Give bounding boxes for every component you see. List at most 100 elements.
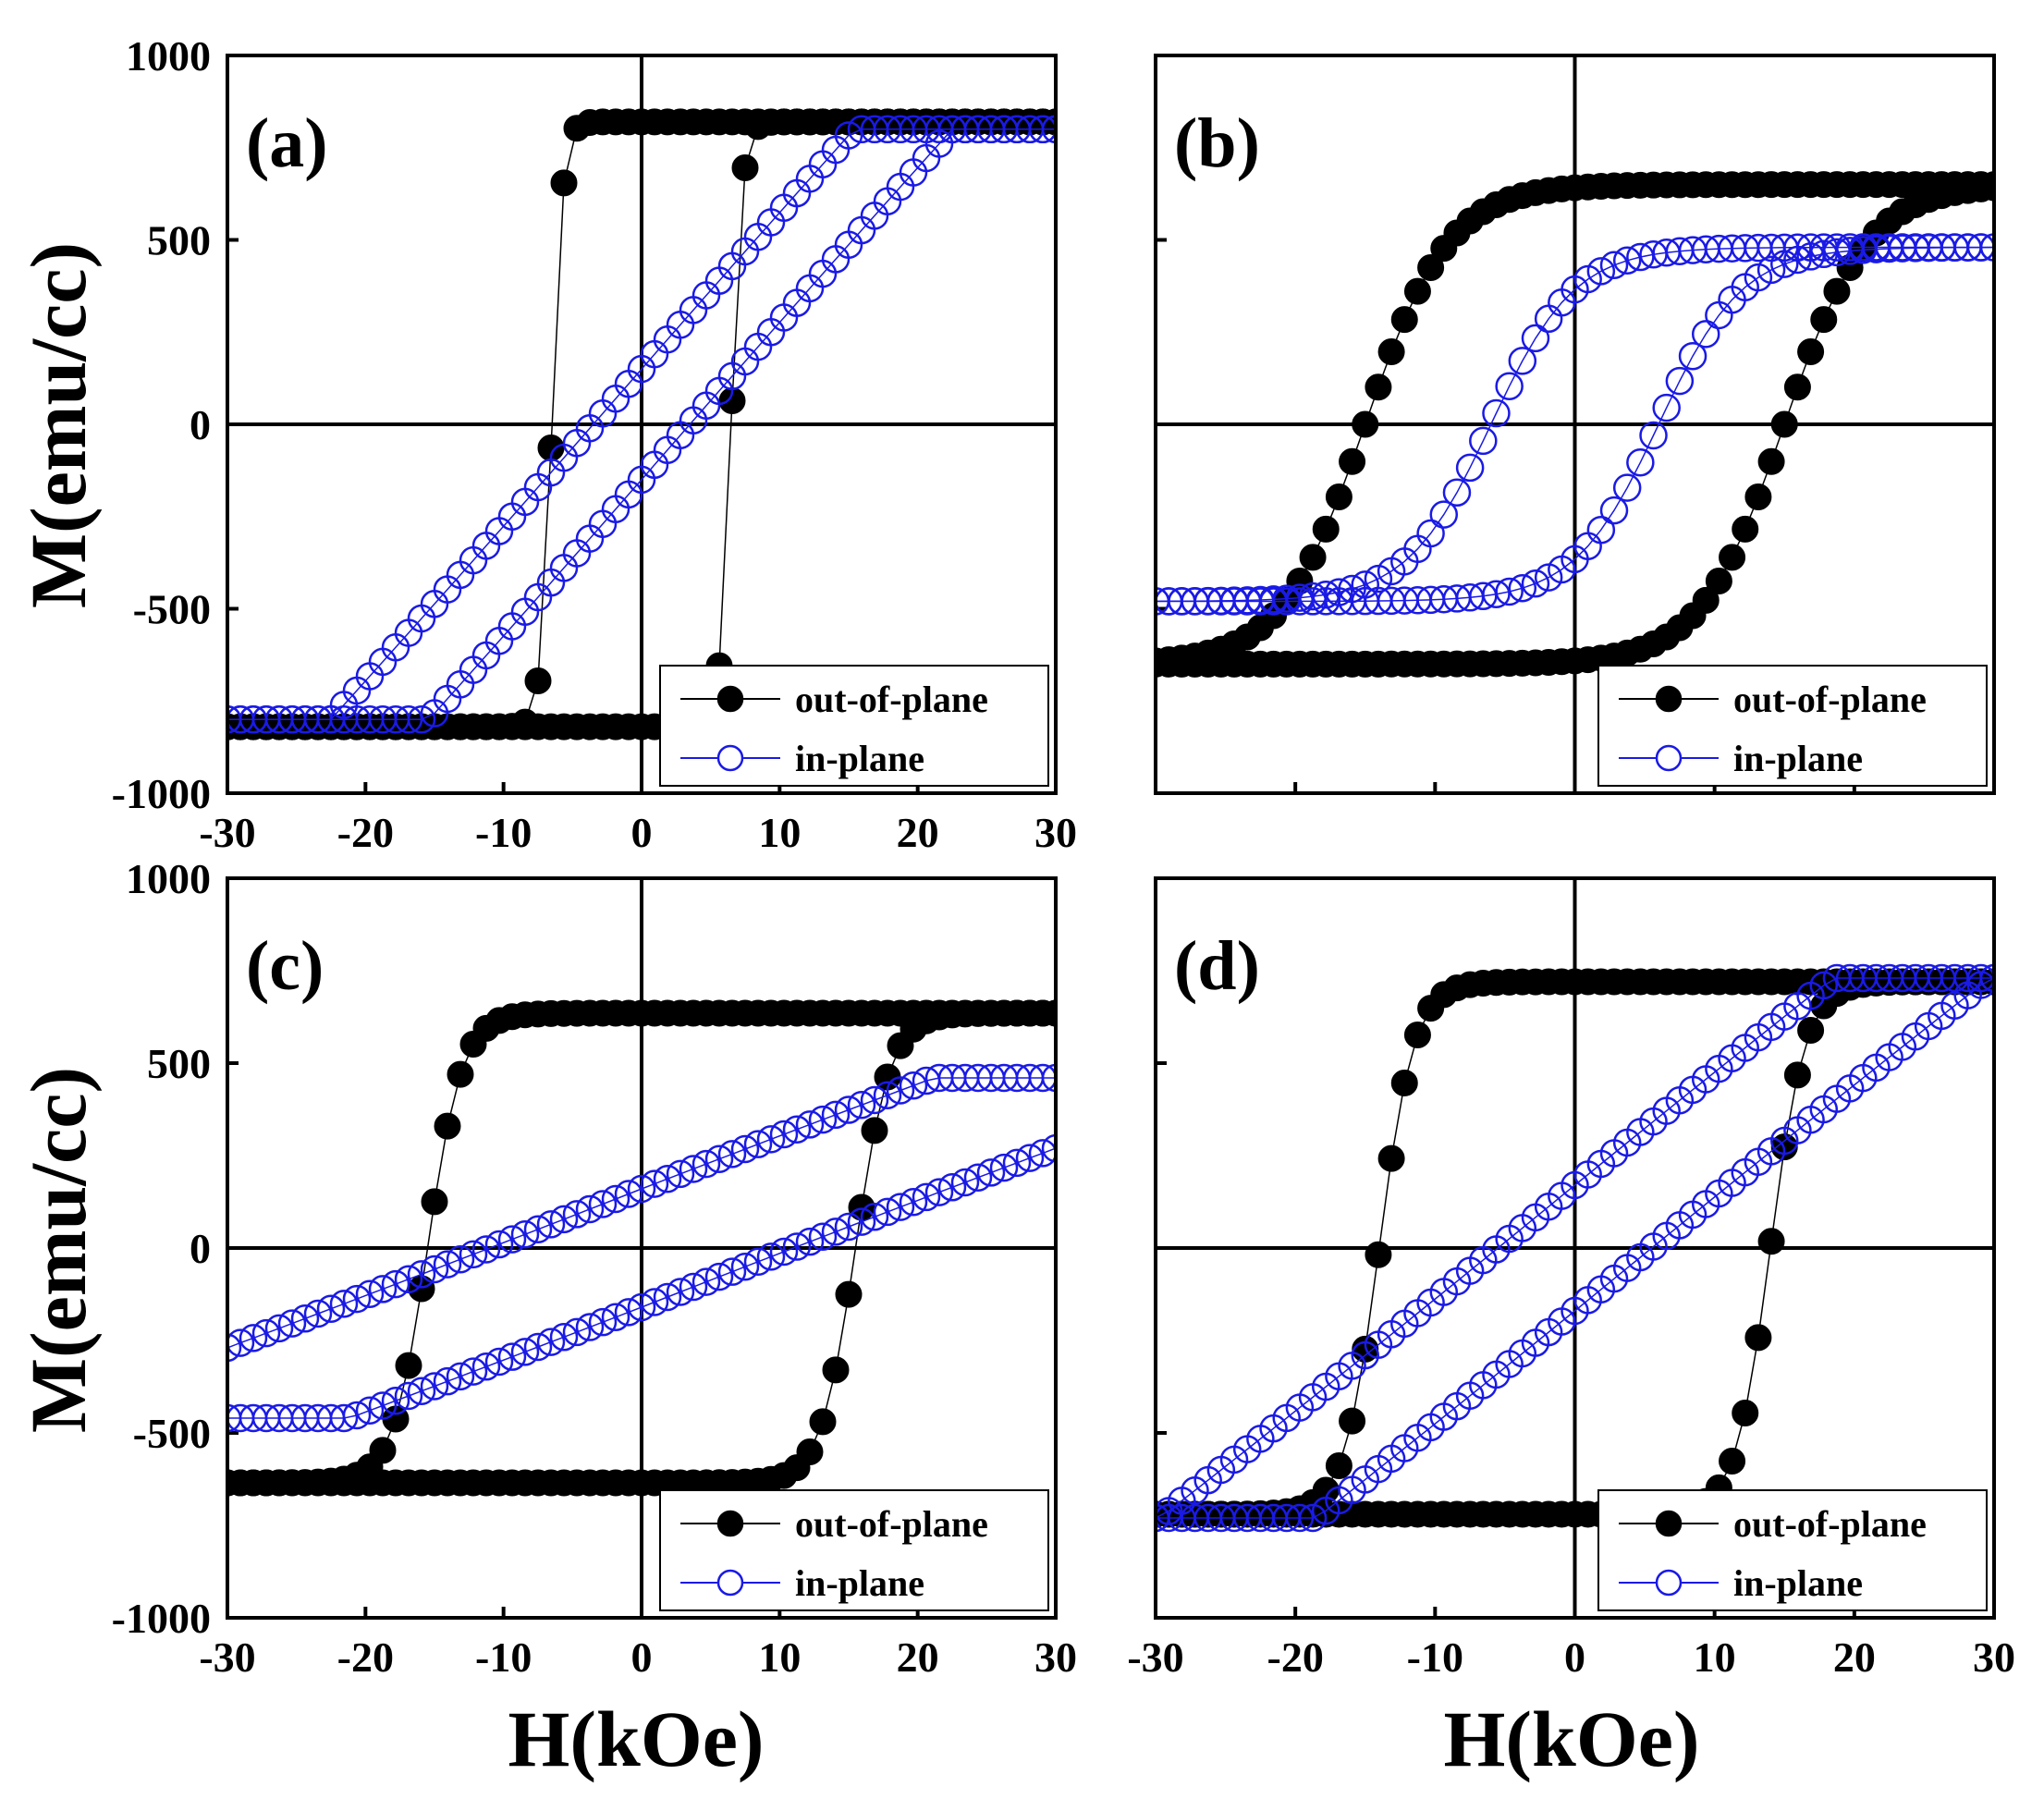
data-point: [1442, 478, 1472, 508]
series-in-plane: [229, 1063, 1054, 1433]
data-point: [912, 1182, 941, 1212]
data-point: [924, 1178, 954, 1206]
data-point: [251, 1318, 281, 1348]
panel-b: (b) out-of-plane in-plane: [1154, 54, 1996, 795]
data-point: [1028, 1139, 1054, 1168]
data-point: [355, 1396, 385, 1425]
data-point: [369, 1437, 397, 1464]
data-point: [782, 1232, 812, 1261]
data-point: [523, 1332, 553, 1362]
data-point: [239, 1324, 268, 1352]
series-out-of-plane: [229, 108, 1054, 740]
data-point: [614, 1298, 643, 1327]
data-point: [1482, 580, 1511, 608]
panel-d: -30 -20 -10 0 10 20 30 (d) out-of-plane in-plane: [1127, 876, 2015, 1681]
data-point: [394, 704, 423, 734]
y-tick-label: 1000: [126, 32, 211, 80]
data-point: [782, 1115, 812, 1144]
x-tick-label: 10: [758, 1634, 801, 1681]
data-point: [1285, 1503, 1315, 1533]
data-point: [796, 1438, 824, 1465]
data-point: [459, 1240, 488, 1269]
data-point: [1744, 263, 1773, 292]
data-point: [795, 1110, 825, 1139]
data-point: [1599, 496, 1629, 525]
data-point: [588, 1307, 618, 1337]
data-point: [1966, 233, 1992, 262]
x-tick-label: 0: [631, 809, 653, 856]
data-point: [1678, 341, 1707, 371]
y-axis-title-bottom: M(emu/cc): [14, 1067, 103, 1433]
data-point: [1311, 580, 1340, 609]
data-point: [303, 1299, 333, 1328]
data-point: [1495, 577, 1524, 606]
legend-label: out-of-plane: [1733, 679, 1927, 720]
data-point: [835, 1280, 863, 1308]
data-point: [342, 1284, 372, 1314]
data-point: [446, 1362, 475, 1391]
data-point: [1339, 1407, 1366, 1435]
legend: out-of-plane in-plane: [1597, 1489, 1988, 1611]
data-point: [264, 1314, 294, 1343]
data-point: [1692, 586, 1720, 614]
data-point: [601, 1184, 630, 1214]
data-point: [1377, 337, 1405, 365]
data-point: [329, 1290, 359, 1318]
data-point: [692, 1267, 721, 1296]
data-point: [1416, 519, 1445, 548]
data-point: [407, 1260, 436, 1289]
x-tick-label: 10: [758, 809, 801, 856]
data-point: [1417, 254, 1445, 282]
data-point: [394, 1265, 423, 1293]
data-point: [795, 1227, 825, 1256]
y-tick-label: 1000: [126, 855, 211, 902]
data-point: [1377, 1144, 1405, 1172]
data-point: [809, 1408, 837, 1436]
data-point: [342, 1401, 372, 1430]
data-point: [860, 1203, 889, 1231]
data-point: [1586, 515, 1616, 545]
x-tick-label: 20: [1833, 1634, 1876, 1681]
data-point: [1691, 320, 1720, 349]
x-tick-label: -20: [337, 1634, 394, 1681]
data-point: [1665, 366, 1695, 396]
data-point: [704, 1262, 734, 1291]
data-point: [471, 1352, 501, 1381]
x-axis-title-right: H(kOe): [1443, 1695, 1699, 1783]
y-tick-label: -1000: [112, 770, 211, 817]
data-point: [497, 1342, 527, 1371]
data-point: [290, 1304, 320, 1333]
panel-label: (d): [1174, 927, 1260, 1005]
data-point: [769, 1237, 799, 1267]
series-line: [1157, 246, 1992, 603]
data-point: [1979, 233, 1992, 262]
x-tick-label: 0: [631, 1634, 653, 1681]
data-point: [1028, 115, 1054, 144]
data-point: [989, 1153, 1019, 1182]
data-point: [1732, 515, 1759, 543]
data-point: [433, 1366, 462, 1396]
legend-label: out-of-plane: [795, 679, 988, 720]
data-area: [229, 999, 1054, 1497]
x-tick-label: -20: [337, 809, 394, 856]
data-point: [1364, 564, 1393, 594]
data-point: [627, 1292, 656, 1322]
data-point: [1429, 500, 1459, 529]
data-point: [704, 1144, 734, 1173]
data-point: [1403, 1021, 1431, 1048]
data-point: [1352, 410, 1379, 438]
data-point: [355, 1279, 385, 1308]
data-point: [1325, 483, 1352, 511]
data-point: [847, 1207, 876, 1236]
data-point: [420, 1254, 449, 1284]
x-tick-label: -20: [1267, 1634, 1324, 1681]
data-point: [1652, 393, 1681, 422]
data-point: [756, 1125, 786, 1154]
legend-marker: [1655, 744, 1683, 772]
data-point: [1495, 372, 1524, 401]
data-point: [1403, 277, 1431, 305]
data-point: [1979, 963, 1992, 993]
data-point: [1041, 115, 1054, 143]
x-axis-title-left: H(kOe): [508, 1695, 764, 1783]
panel-a: -30 -20 -10 0 10 20 30 1000 500 0 -500 -1000 (a) out-…: [112, 32, 1077, 856]
